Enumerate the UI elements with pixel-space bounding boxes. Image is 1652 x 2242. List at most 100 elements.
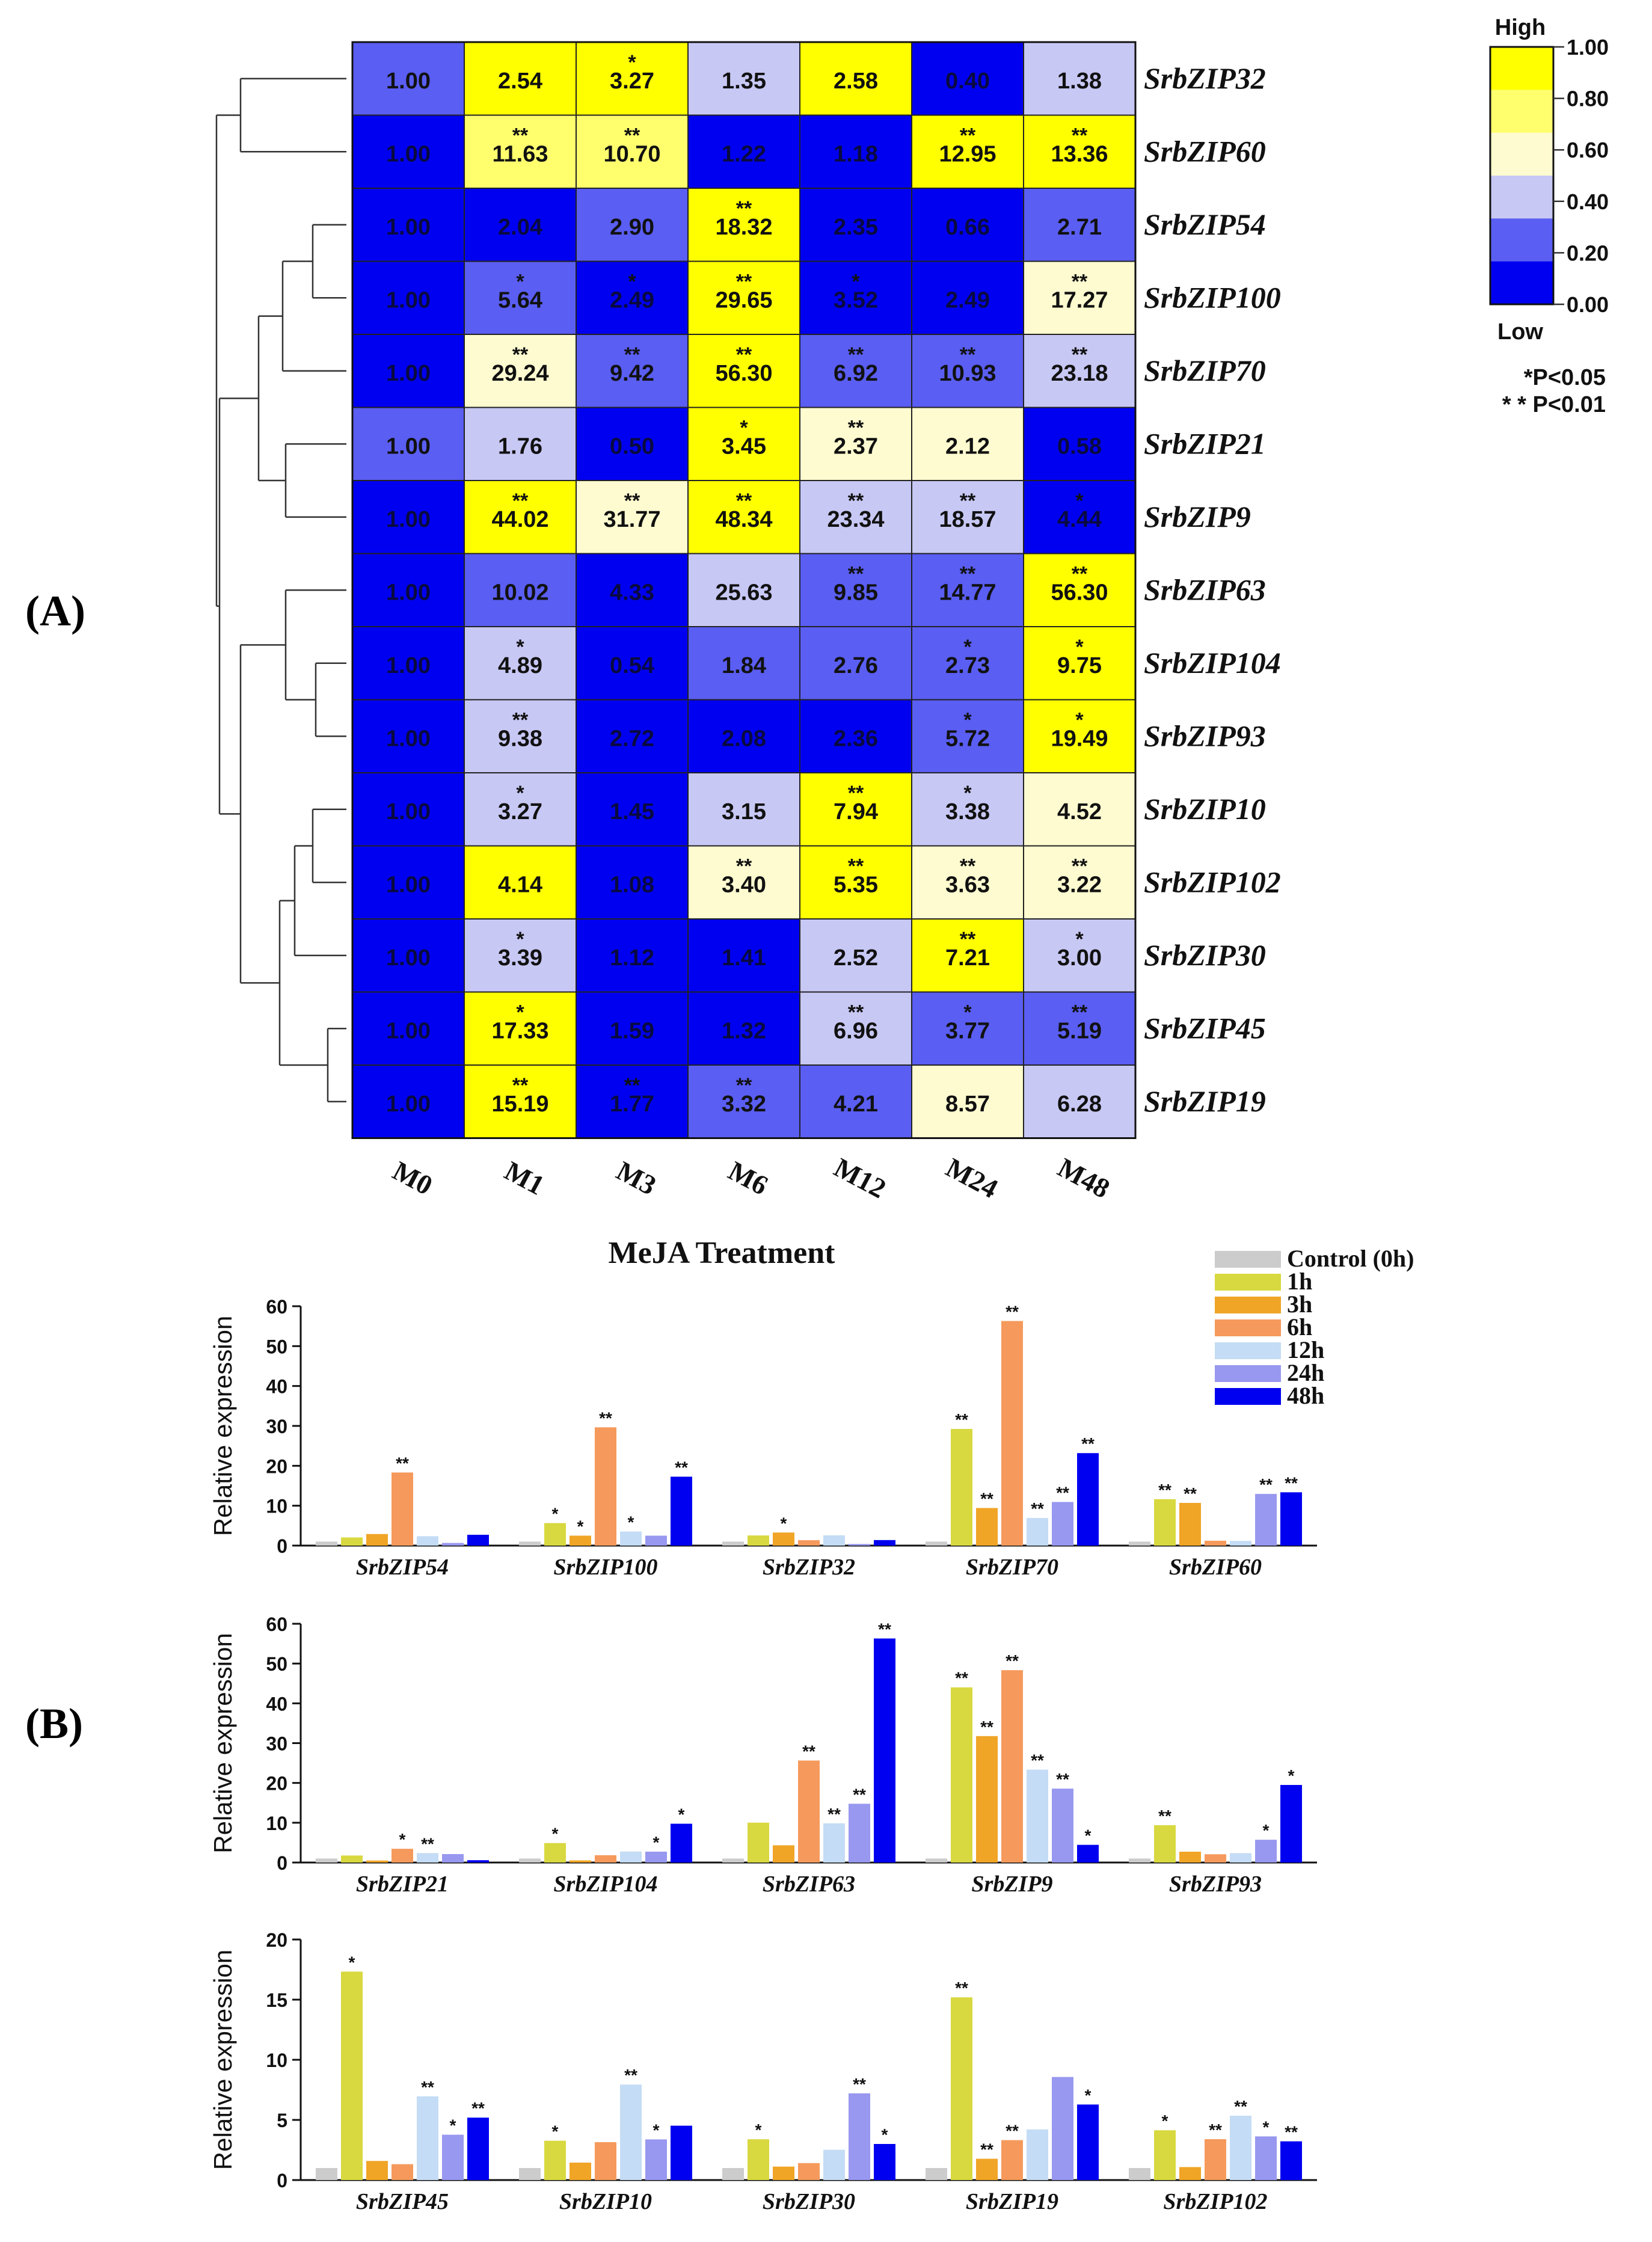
bar bbox=[519, 1858, 541, 1863]
heatmap-significance: ** bbox=[960, 124, 976, 147]
heatmap-row-label: SrbZIP54 bbox=[1144, 207, 1266, 241]
heatmap-value: 1.00 bbox=[386, 215, 431, 240]
heatmap-significance: * bbox=[516, 636, 524, 659]
bar bbox=[1052, 1502, 1073, 1546]
bar bbox=[1129, 1858, 1150, 1863]
heatmap-value: 1.00 bbox=[386, 945, 431, 971]
heatmap-column-label: M0 bbox=[388, 1155, 438, 1201]
heatmap-value: 1.59 bbox=[610, 1018, 654, 1043]
bar-significance: ** bbox=[955, 1410, 968, 1429]
heatmap-significance: * bbox=[1075, 928, 1084, 951]
bar-significance: * bbox=[1263, 2118, 1270, 2136]
heatmap-cell bbox=[464, 699, 577, 773]
heatmap-value: 1.38 bbox=[1057, 69, 1102, 94]
heatmap-value: 56.30 bbox=[715, 361, 772, 386]
legend-swatch bbox=[1490, 132, 1553, 176]
bar-significance: ** bbox=[421, 2078, 434, 2096]
bar bbox=[1255, 1840, 1277, 1863]
heatmap-value: 1.76 bbox=[498, 434, 542, 459]
bar bbox=[467, 2118, 489, 2180]
heatmap-cell bbox=[576, 918, 689, 993]
bar-legend-swatch bbox=[1215, 1297, 1281, 1313]
bar-chart-title: MeJA Treatment bbox=[609, 1236, 836, 1270]
heatmap-column-label: M12 bbox=[829, 1152, 891, 1204]
bar-significance: ** bbox=[1158, 1481, 1171, 1499]
heatmap-cell bbox=[464, 407, 577, 481]
bar-legend-label: 3h bbox=[1287, 1291, 1312, 1318]
bar bbox=[392, 2164, 413, 2180]
bar-significance: ** bbox=[1006, 2122, 1019, 2140]
heatmap-significance: ** bbox=[624, 490, 640, 512]
heatmap-cell bbox=[687, 991, 800, 1066]
heatmap-value: 0.58 bbox=[1057, 434, 1102, 459]
heatmap-value: 1.84 bbox=[722, 653, 766, 678]
heatmap-value: 1.00 bbox=[386, 361, 431, 386]
heatmap-row-label: SrbZIP19 bbox=[1144, 1084, 1266, 1118]
heatmap-cell bbox=[352, 407, 465, 481]
y-axis-label: Relative expression bbox=[209, 1633, 237, 1853]
heatmap-significance: ** bbox=[1072, 124, 1088, 147]
heatmap-cell bbox=[1023, 626, 1136, 701]
heatmap-cell bbox=[911, 114, 1024, 189]
bar-significance: * bbox=[653, 2121, 660, 2139]
bar bbox=[951, 1687, 972, 1863]
bar bbox=[1001, 1321, 1023, 1546]
y-tick-label: 60 bbox=[266, 1614, 287, 1635]
bar-legend-swatch bbox=[1215, 1388, 1281, 1405]
heatmap-significance: ** bbox=[736, 490, 752, 512]
heatmap-value: 12.95 bbox=[939, 141, 996, 167]
heatmap-value: 1.41 bbox=[722, 945, 766, 971]
heatmap-value: 2.12 bbox=[945, 434, 990, 459]
heatmap-cell bbox=[687, 845, 800, 920]
bar-significance: * bbox=[1162, 2111, 1168, 2130]
heatmap-value: 2.35 bbox=[834, 215, 878, 240]
bar-legend-swatch bbox=[1215, 1319, 1281, 1336]
heatmap-significance: ** bbox=[736, 197, 752, 220]
heatmap-value: 1.00 bbox=[386, 653, 431, 678]
heatmap-significance: * bbox=[1075, 636, 1084, 659]
heatmap-value: 25.63 bbox=[715, 580, 772, 605]
bar bbox=[748, 1822, 769, 1863]
bar bbox=[1154, 2130, 1176, 2180]
heatmap-cell bbox=[687, 699, 800, 773]
bar bbox=[849, 1544, 870, 1546]
heatmap-cell bbox=[576, 991, 689, 1066]
heatmap-value: 2.04 bbox=[498, 215, 542, 240]
heatmap-significance: * bbox=[963, 708, 972, 731]
bar bbox=[417, 1853, 438, 1863]
heatmap-value: 44.02 bbox=[491, 507, 548, 532]
heatmap-value: 5.72 bbox=[945, 726, 990, 751]
bar bbox=[392, 1472, 413, 1546]
heatmap-value: 1.00 bbox=[386, 872, 431, 897]
heatmap-significance: ** bbox=[848, 416, 864, 439]
y-tick-label: 20 bbox=[266, 1773, 287, 1795]
legend-swatch bbox=[1490, 176, 1553, 219]
bar-significance: * bbox=[1263, 1821, 1270, 1840]
heatmap-cell bbox=[687, 114, 800, 189]
y-tick-label: 0 bbox=[277, 2170, 287, 2191]
bar-significance: * bbox=[1085, 2086, 1092, 2104]
heatmap-value: 0.54 bbox=[610, 653, 654, 678]
heatmap-significance: ** bbox=[624, 343, 640, 366]
heatmap-value: 3.00 bbox=[1057, 945, 1102, 971]
heatmap-cell bbox=[464, 626, 577, 701]
bar-legend-label: 12h bbox=[1287, 1336, 1324, 1363]
bar bbox=[417, 1536, 438, 1546]
bar bbox=[544, 2140, 566, 2180]
legend-high-label: High bbox=[1495, 15, 1546, 40]
heatmap-significance: * bbox=[628, 51, 636, 74]
bar bbox=[442, 2134, 464, 2180]
heatmap-cell bbox=[464, 114, 577, 189]
legend-tick-label: 0.80 bbox=[1567, 87, 1609, 111]
bar-significance: ** bbox=[1234, 2097, 1247, 2116]
bar bbox=[798, 2163, 820, 2180]
heatmap-value: 18.57 bbox=[939, 507, 996, 532]
heatmap-cell bbox=[576, 407, 689, 481]
bar bbox=[1230, 1853, 1251, 1863]
heatmap-significance: ** bbox=[848, 343, 864, 366]
heatmap-significance: ** bbox=[736, 855, 752, 877]
heatmap-significance: * bbox=[1075, 490, 1084, 512]
heatmap-cell bbox=[576, 1064, 689, 1139]
bar bbox=[316, 1858, 337, 1863]
bar-significance: ** bbox=[955, 1669, 968, 1688]
